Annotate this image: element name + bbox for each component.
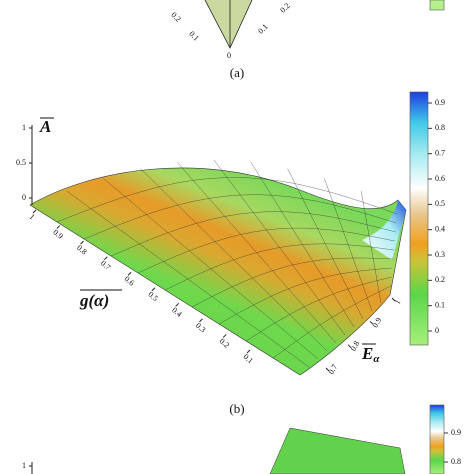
y-axis-title-sub: α — [373, 353, 380, 365]
z-axis-title: A — [39, 117, 51, 136]
mesh-line — [245, 276, 392, 342]
panel-label: (b) — [229, 401, 244, 416]
tick-mark — [127, 271, 132, 276]
x-tick-label: 0.4 — [170, 305, 183, 318]
x-tick-label: 0.1 — [242, 352, 255, 365]
tick-label: 0 — [227, 51, 231, 60]
mesh-line — [213, 159, 346, 336]
colorbar-tick-label: 0.3 — [435, 250, 445, 259]
x-tick-label: 0.9 — [51, 228, 64, 241]
y-axis-title-main: E — [361, 344, 373, 363]
x-tick-label: 0.8 — [75, 243, 88, 256]
tick-mark — [175, 302, 180, 307]
tick-mark — [222, 334, 227, 338]
tick-label: 0.2 — [169, 10, 182, 23]
x-tick-label: 0.5 — [146, 290, 159, 303]
colorbar-a — [429, 0, 445, 11]
tick-mark — [103, 256, 108, 261]
surface-peak — [362, 200, 406, 260]
x-axis-title: g(α) — [79, 291, 109, 310]
y-tick-label: 0.9 — [371, 316, 384, 329]
tick-mark — [347, 344, 352, 349]
colorbar — [409, 91, 429, 346]
colorbar-tick-label: 0.8 — [451, 457, 461, 466]
colorbar-tick-label: 0.4 — [435, 224, 445, 233]
panel-a: 0.2 0.1 0 0.1 0.2 (a) — [169, 0, 445, 80]
y-tick-label: 0.8 — [349, 339, 362, 352]
colorbar-tick-label: 0.9 — [451, 428, 461, 437]
colorbar-tick-label: 0.9 — [435, 98, 445, 107]
mesh-line — [360, 191, 382, 304]
z-tick-label: 0.5 — [16, 158, 26, 167]
colorbar-tick-label: 0.2 — [435, 275, 445, 284]
surface-a — [204, 0, 253, 49]
x-tick-label: 0.3 — [194, 321, 207, 334]
mesh-line — [191, 257, 394, 308]
colorbar-tick-label: 0.8 — [435, 123, 445, 132]
mesh-line — [324, 178, 373, 312]
x-tick-label: 1 — [28, 212, 37, 221]
colorbar-tick-label: 0.7 — [435, 148, 445, 157]
x-tick-label: 0.6 — [123, 274, 136, 287]
colorbar-tick-label: 0.5 — [435, 199, 445, 208]
panel-c — [31, 404, 445, 474]
tick-mark — [246, 349, 251, 354]
mesh-line — [218, 267, 393, 325]
tick-mark — [151, 287, 156, 292]
tick-mark — [32, 209, 37, 214]
tick-mark — [325, 367, 330, 372]
x-tick-label: 0.7 — [99, 259, 112, 272]
tick-mark — [391, 297, 396, 302]
z-tick-label: 1 — [22, 461, 26, 470]
colorbar-tick-label: 0 — [435, 326, 439, 335]
panel-b: A g(α) Eα (b) — [29, 91, 429, 416]
tick-mark — [80, 240, 84, 245]
tick-mark — [56, 225, 61, 229]
mesh-line — [272, 285, 391, 359]
mesh-line — [287, 168, 364, 320]
colorbar-c — [429, 404, 445, 474]
tick-label: 0.2 — [278, 1, 291, 14]
colorbar-tick-label: 0.6 — [435, 174, 445, 183]
tick-mark — [199, 318, 203, 323]
surface-c — [269, 427, 406, 474]
tick-label: 0.1 — [187, 29, 200, 42]
tick-mark — [369, 320, 374, 325]
x-tick-label: 0.2 — [218, 336, 231, 349]
mesh-line — [250, 162, 355, 328]
panel-label: (a) — [230, 65, 244, 80]
colorbar-tick-label: 0.1 — [435, 300, 445, 309]
surface — [29, 167, 407, 376]
z-tick-label: 0 — [22, 193, 26, 202]
z-tick-label: 1 — [22, 123, 26, 132]
tick-label: 0.1 — [256, 22, 269, 35]
y-tick-label: 1 — [393, 298, 403, 306]
y-tick-label: 0.7 — [327, 363, 340, 376]
y-axis-title: Eα — [361, 344, 380, 365]
